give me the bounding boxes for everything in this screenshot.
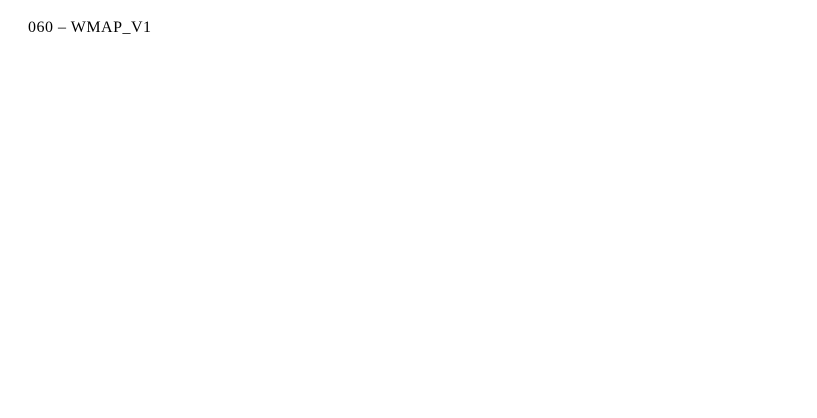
map-title-label: 060 – WMAP_V1 xyxy=(28,19,152,36)
